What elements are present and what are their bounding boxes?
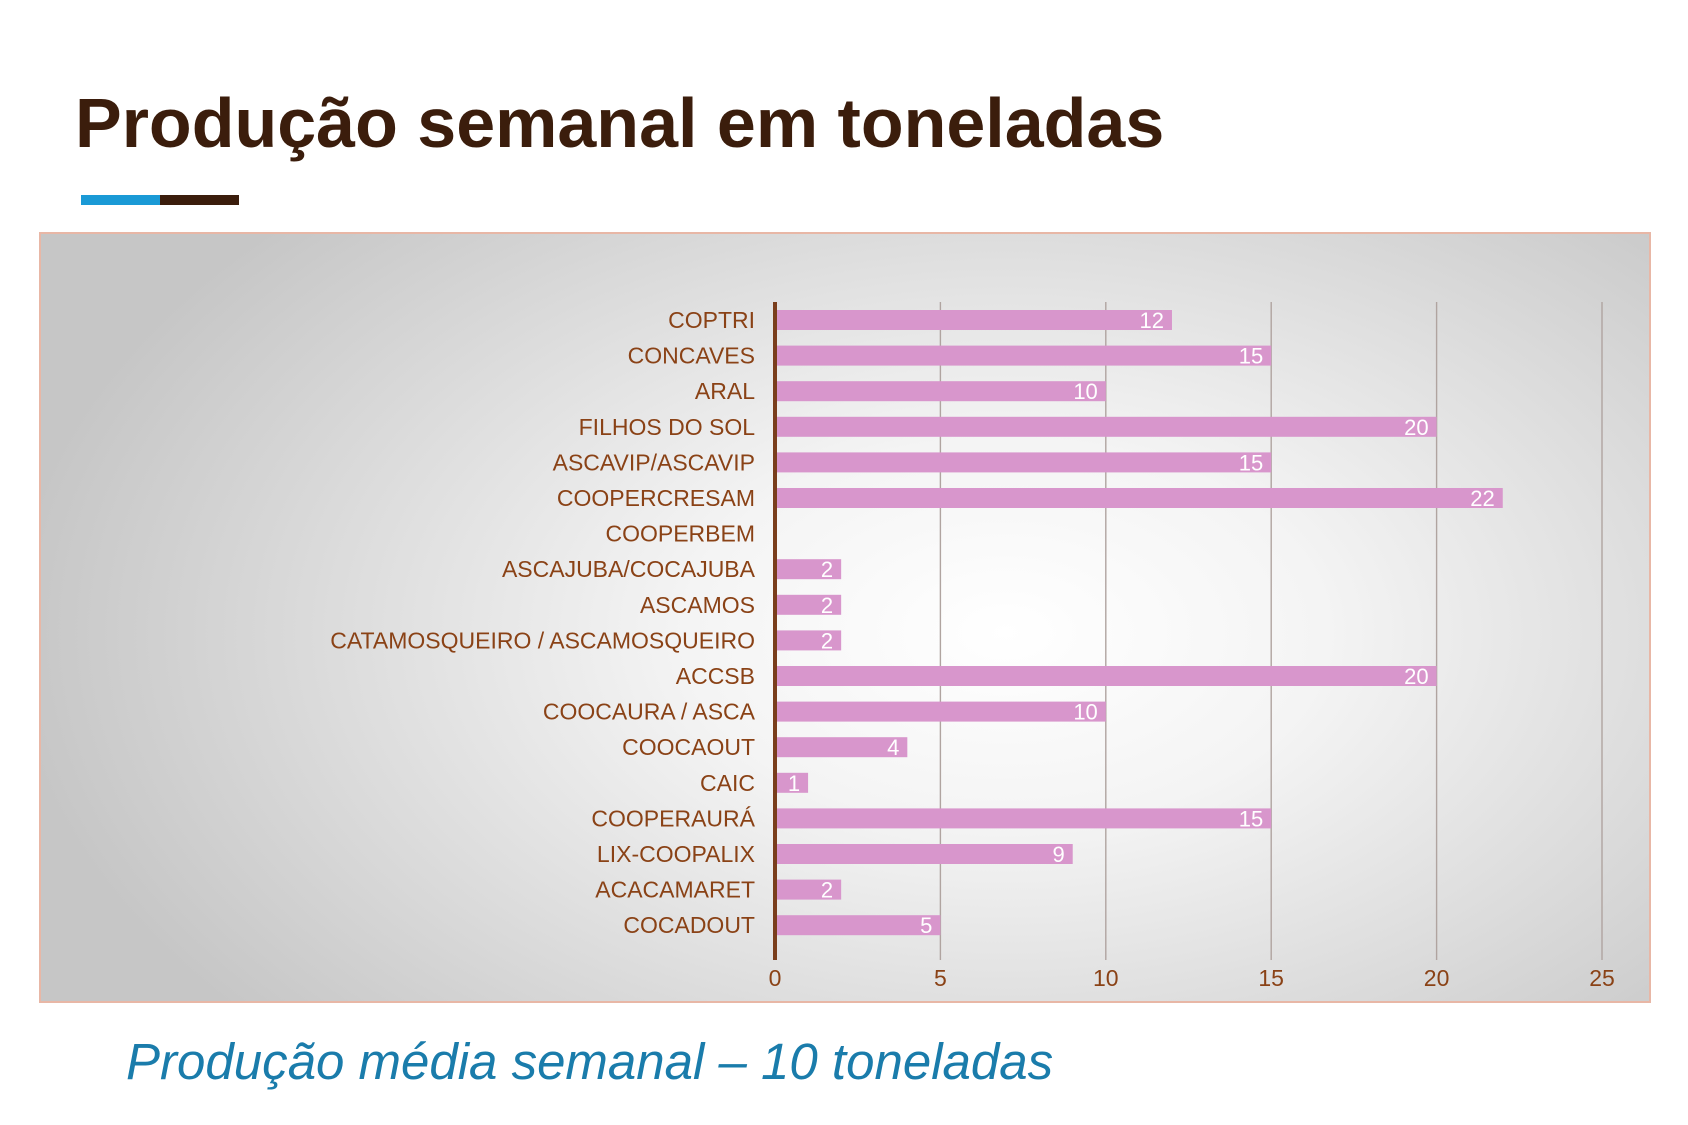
category-label-caic: CAIC <box>700 770 755 796</box>
data-label-lix-coopalix: 9 <box>1052 842 1064 867</box>
category-labels: COPTRI CONCAVES ARAL FILHOS DO SOL ASCAVIP/A… <box>330 307 755 938</box>
bar-coocaura-asca <box>775 701 1106 722</box>
accent-line-brown <box>160 195 239 205</box>
data-label-cooperaura: 15 <box>1239 806 1263 831</box>
category-label-ascavip-ascavip: ASCAVIP/ASCAVIP <box>553 449 755 475</box>
category-label-coopercresam: COOPERCRESAM <box>557 485 755 511</box>
bar-cocadout <box>775 915 941 936</box>
category-label-concaves: CONCAVES <box>628 343 755 369</box>
category-label-cooperbem: COOPERBEM <box>605 521 755 547</box>
bar-coopercresam <box>775 488 1503 508</box>
x-tick-label-5: 5 <box>934 965 947 991</box>
bar-coptri <box>775 310 1172 330</box>
category-label-coocaout: COOCAOUT <box>622 734 755 760</box>
category-label-lix-coopalix: LIX-COOPALIX <box>597 841 755 867</box>
category-label-acacamaret: ACACAMARET <box>595 877 755 903</box>
data-label-ascavip-ascavip: 15 <box>1239 450 1263 475</box>
bar-lix-coopalix <box>775 844 1073 864</box>
data-label-ascamos: 2 <box>821 593 833 618</box>
data-label-concaves: 15 <box>1239 344 1263 369</box>
category-label-catamosqueiro-ascamosqueiro: CATAMOSQUEIRO / ASCAMOSQUEIRO <box>330 627 755 653</box>
category-label-accsb: ACCSB <box>676 663 755 689</box>
category-label-ascajuba-cocajuba: ASCAJUBA/COCAJUBA <box>502 556 756 582</box>
data-label-coopercresam: 22 <box>1470 486 1494 511</box>
bar-ascamos <box>775 594 842 615</box>
x-tick-label-25: 25 <box>1589 965 1615 991</box>
chart-panel: 12 15 10 20 15 22 2 2 2 20 10 4 1 15 9 2 5 COPTRI CONCAVE… <box>39 232 1651 1003</box>
data-label-coocaura-asca: 10 <box>1073 700 1097 725</box>
data-label-coocaout: 4 <box>887 735 899 760</box>
category-label-filhos-do-sol: FILHOS DO SOL <box>579 414 756 440</box>
bar-aral <box>775 381 1106 402</box>
data-label-acacamaret: 2 <box>821 878 833 903</box>
bar-coocaout <box>775 737 908 758</box>
data-label-coptri: 12 <box>1139 308 1163 333</box>
data-label-aral: 10 <box>1073 379 1097 404</box>
data-label-caic: 1 <box>788 771 800 796</box>
bar-ascavip-ascavip <box>775 452 1272 473</box>
category-label-cocadout: COCADOUT <box>623 912 755 938</box>
x-tick-label-15: 15 <box>1258 965 1284 991</box>
data-label-accsb: 20 <box>1404 664 1428 689</box>
bar-cooperaura <box>775 808 1272 829</box>
category-label-aral: ARAL <box>695 378 755 404</box>
bar-filhos-do-sol <box>775 416 1437 437</box>
bar-accsb <box>775 666 1437 686</box>
category-label-cooperaura: COOPERAURÁ <box>591 805 755 831</box>
bar-ascajuba-cocajuba <box>775 559 842 580</box>
accent-line-blue <box>81 195 160 205</box>
average-production-caption: Produção média semanal – 10 toneladas <box>126 1033 1054 1090</box>
data-label-cocadout: 5 <box>920 913 932 938</box>
bar-acacamaret <box>775 879 842 900</box>
category-label-ascamos: ASCAMOS <box>640 592 755 618</box>
x-tick-label-20: 20 <box>1424 965 1450 991</box>
x-tick-labels: 0 5 10 15 20 25 <box>769 965 1615 991</box>
bar-catamosqueiro-ascamosqueiro <box>775 630 842 651</box>
bar-concaves <box>775 345 1272 366</box>
category-label-coptri: COPTRI <box>668 307 755 333</box>
slide-title: Produção semanal em toneladas <box>75 84 1165 162</box>
bar-caic <box>775 772 809 793</box>
x-tick-label-0: 0 <box>769 965 782 991</box>
data-label-filhos-do-sol: 20 <box>1404 415 1428 440</box>
x-tick-label-10: 10 <box>1093 965 1119 991</box>
data-label-ascajuba-cocajuba: 2 <box>821 557 833 582</box>
category-label-coocaura-asca: COOCAURA / ASCA <box>543 699 756 725</box>
data-label-catamosqueiro-ascamosqueiro: 2 <box>821 628 833 653</box>
